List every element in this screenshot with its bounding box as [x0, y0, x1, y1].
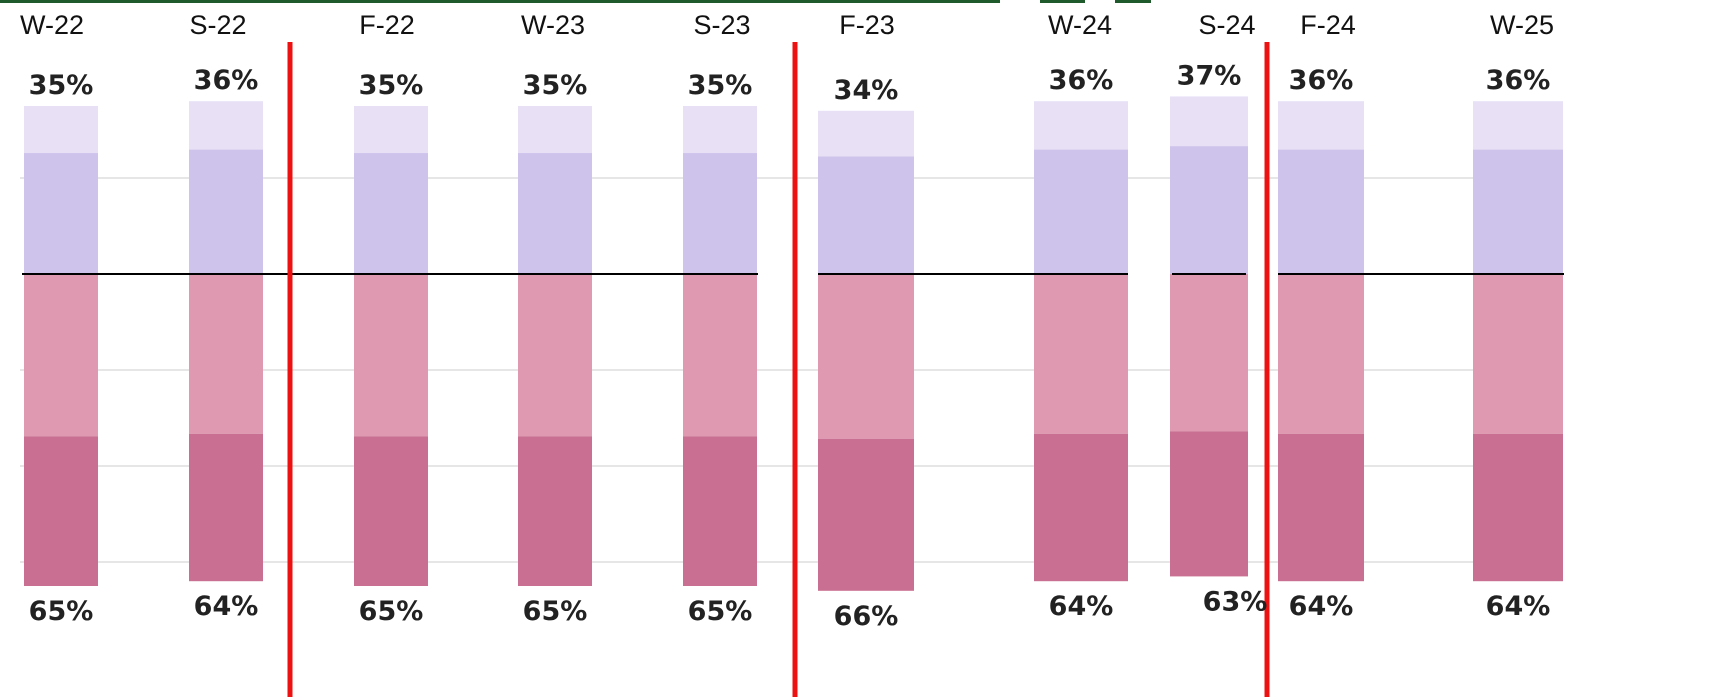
- bar-bottom-light: [1170, 274, 1248, 432]
- bar-top-light: [1170, 96, 1248, 147]
- bottom-percent-label: 64%: [194, 591, 259, 622]
- bar-bottom-dark: [24, 436, 98, 586]
- bottom-percent-label: 65%: [688, 596, 753, 627]
- bar-top-light: [818, 110, 914, 157]
- bar-bottom-dark: [1473, 433, 1563, 582]
- bar-bottom-dark: [189, 433, 263, 582]
- bottom-percent-label: 64%: [1486, 591, 1551, 622]
- top-percent-label: 35%: [523, 70, 588, 101]
- category-label: W-23: [521, 10, 585, 40]
- bar-top-dark: [189, 149, 263, 274]
- bar-bottom-light: [354, 274, 428, 437]
- bar-top-dark: [1034, 149, 1128, 274]
- top-percent-label: 36%: [1289, 65, 1354, 96]
- bar-bottom-light: [683, 274, 757, 437]
- bar-top-dark: [1278, 149, 1364, 274]
- bar-top-light: [354, 106, 428, 154]
- bar-bottom-light: [1278, 274, 1364, 434]
- bar-top-dark: [24, 153, 98, 274]
- season-dividers: [287, 42, 1270, 697]
- bar-top-light: [1278, 101, 1364, 150]
- bottom-percent-label: 64%: [1049, 591, 1114, 622]
- bar-top-dark: [1170, 146, 1248, 274]
- bar-top-light: [683, 106, 757, 154]
- top-percent-label: 36%: [1049, 65, 1114, 96]
- top-percent-label: 35%: [359, 70, 424, 101]
- category-label: W-25: [1490, 10, 1554, 40]
- bar-top-light: [1034, 101, 1128, 150]
- bar-top-light: [189, 101, 263, 150]
- bar-bottom-light: [1034, 274, 1128, 434]
- top-border: [1115, 0, 1151, 3]
- category-label: F-22: [359, 10, 415, 40]
- bar-top-light: [1473, 101, 1563, 150]
- category-label: F-23: [839, 10, 895, 40]
- category-label: F-24: [1300, 10, 1356, 40]
- bar-top-dark: [1473, 149, 1563, 274]
- bottom-percent-label: 64%: [1289, 591, 1354, 622]
- bottom-percent-label: 65%: [359, 596, 424, 627]
- bar-top-dark: [518, 153, 592, 274]
- bar-bottom-dark: [683, 436, 757, 586]
- category-label: W-24: [1048, 10, 1112, 40]
- top-percent-label: 36%: [194, 65, 259, 96]
- bar-bottom-dark: [354, 436, 428, 586]
- bar-bottom-light: [24, 274, 98, 437]
- bar-bottom-dark: [1170, 431, 1248, 577]
- labels: W-22 35% 65% S-22 36% 64% F-22 35% 65% W-23 35% 65%…: [20, 10, 1554, 632]
- bar-bottom-light: [1473, 274, 1563, 434]
- bars: [24, 96, 1563, 591]
- top-border: [1040, 0, 1085, 3]
- bar-bottom-dark: [818, 438, 914, 591]
- bar-bottom-light: [189, 274, 263, 434]
- category-label: S-23: [693, 10, 750, 40]
- category-label: S-24: [1198, 10, 1255, 40]
- top-percent-label: 35%: [688, 70, 753, 101]
- bar-top-light: [518, 106, 592, 154]
- bar-bottom-dark: [1034, 433, 1128, 582]
- top-percent-label: 36%: [1486, 65, 1551, 96]
- bottom-percent-label: 65%: [29, 596, 94, 627]
- bar-bottom-dark: [1278, 433, 1364, 582]
- bottom-percent-label: 65%: [523, 596, 588, 627]
- bar-bottom-dark: [518, 436, 592, 586]
- bar-top-dark: [683, 153, 757, 274]
- bar-top-dark: [818, 156, 914, 274]
- top-percent-label: 35%: [29, 70, 94, 101]
- category-label: W-22: [20, 10, 84, 40]
- top-percent-label: 34%: [834, 75, 899, 106]
- bar-bottom-light: [818, 274, 914, 439]
- category-label: S-22: [189, 10, 246, 40]
- top-border: [0, 0, 1000, 3]
- bottom-percent-label: 66%: [834, 601, 899, 632]
- top-percent-label: 37%: [1177, 60, 1242, 91]
- bottom-percent-label: 63%: [1203, 586, 1268, 617]
- bar-bottom-light: [518, 274, 592, 437]
- bar-top-light: [24, 106, 98, 154]
- bar-top-dark: [354, 153, 428, 274]
